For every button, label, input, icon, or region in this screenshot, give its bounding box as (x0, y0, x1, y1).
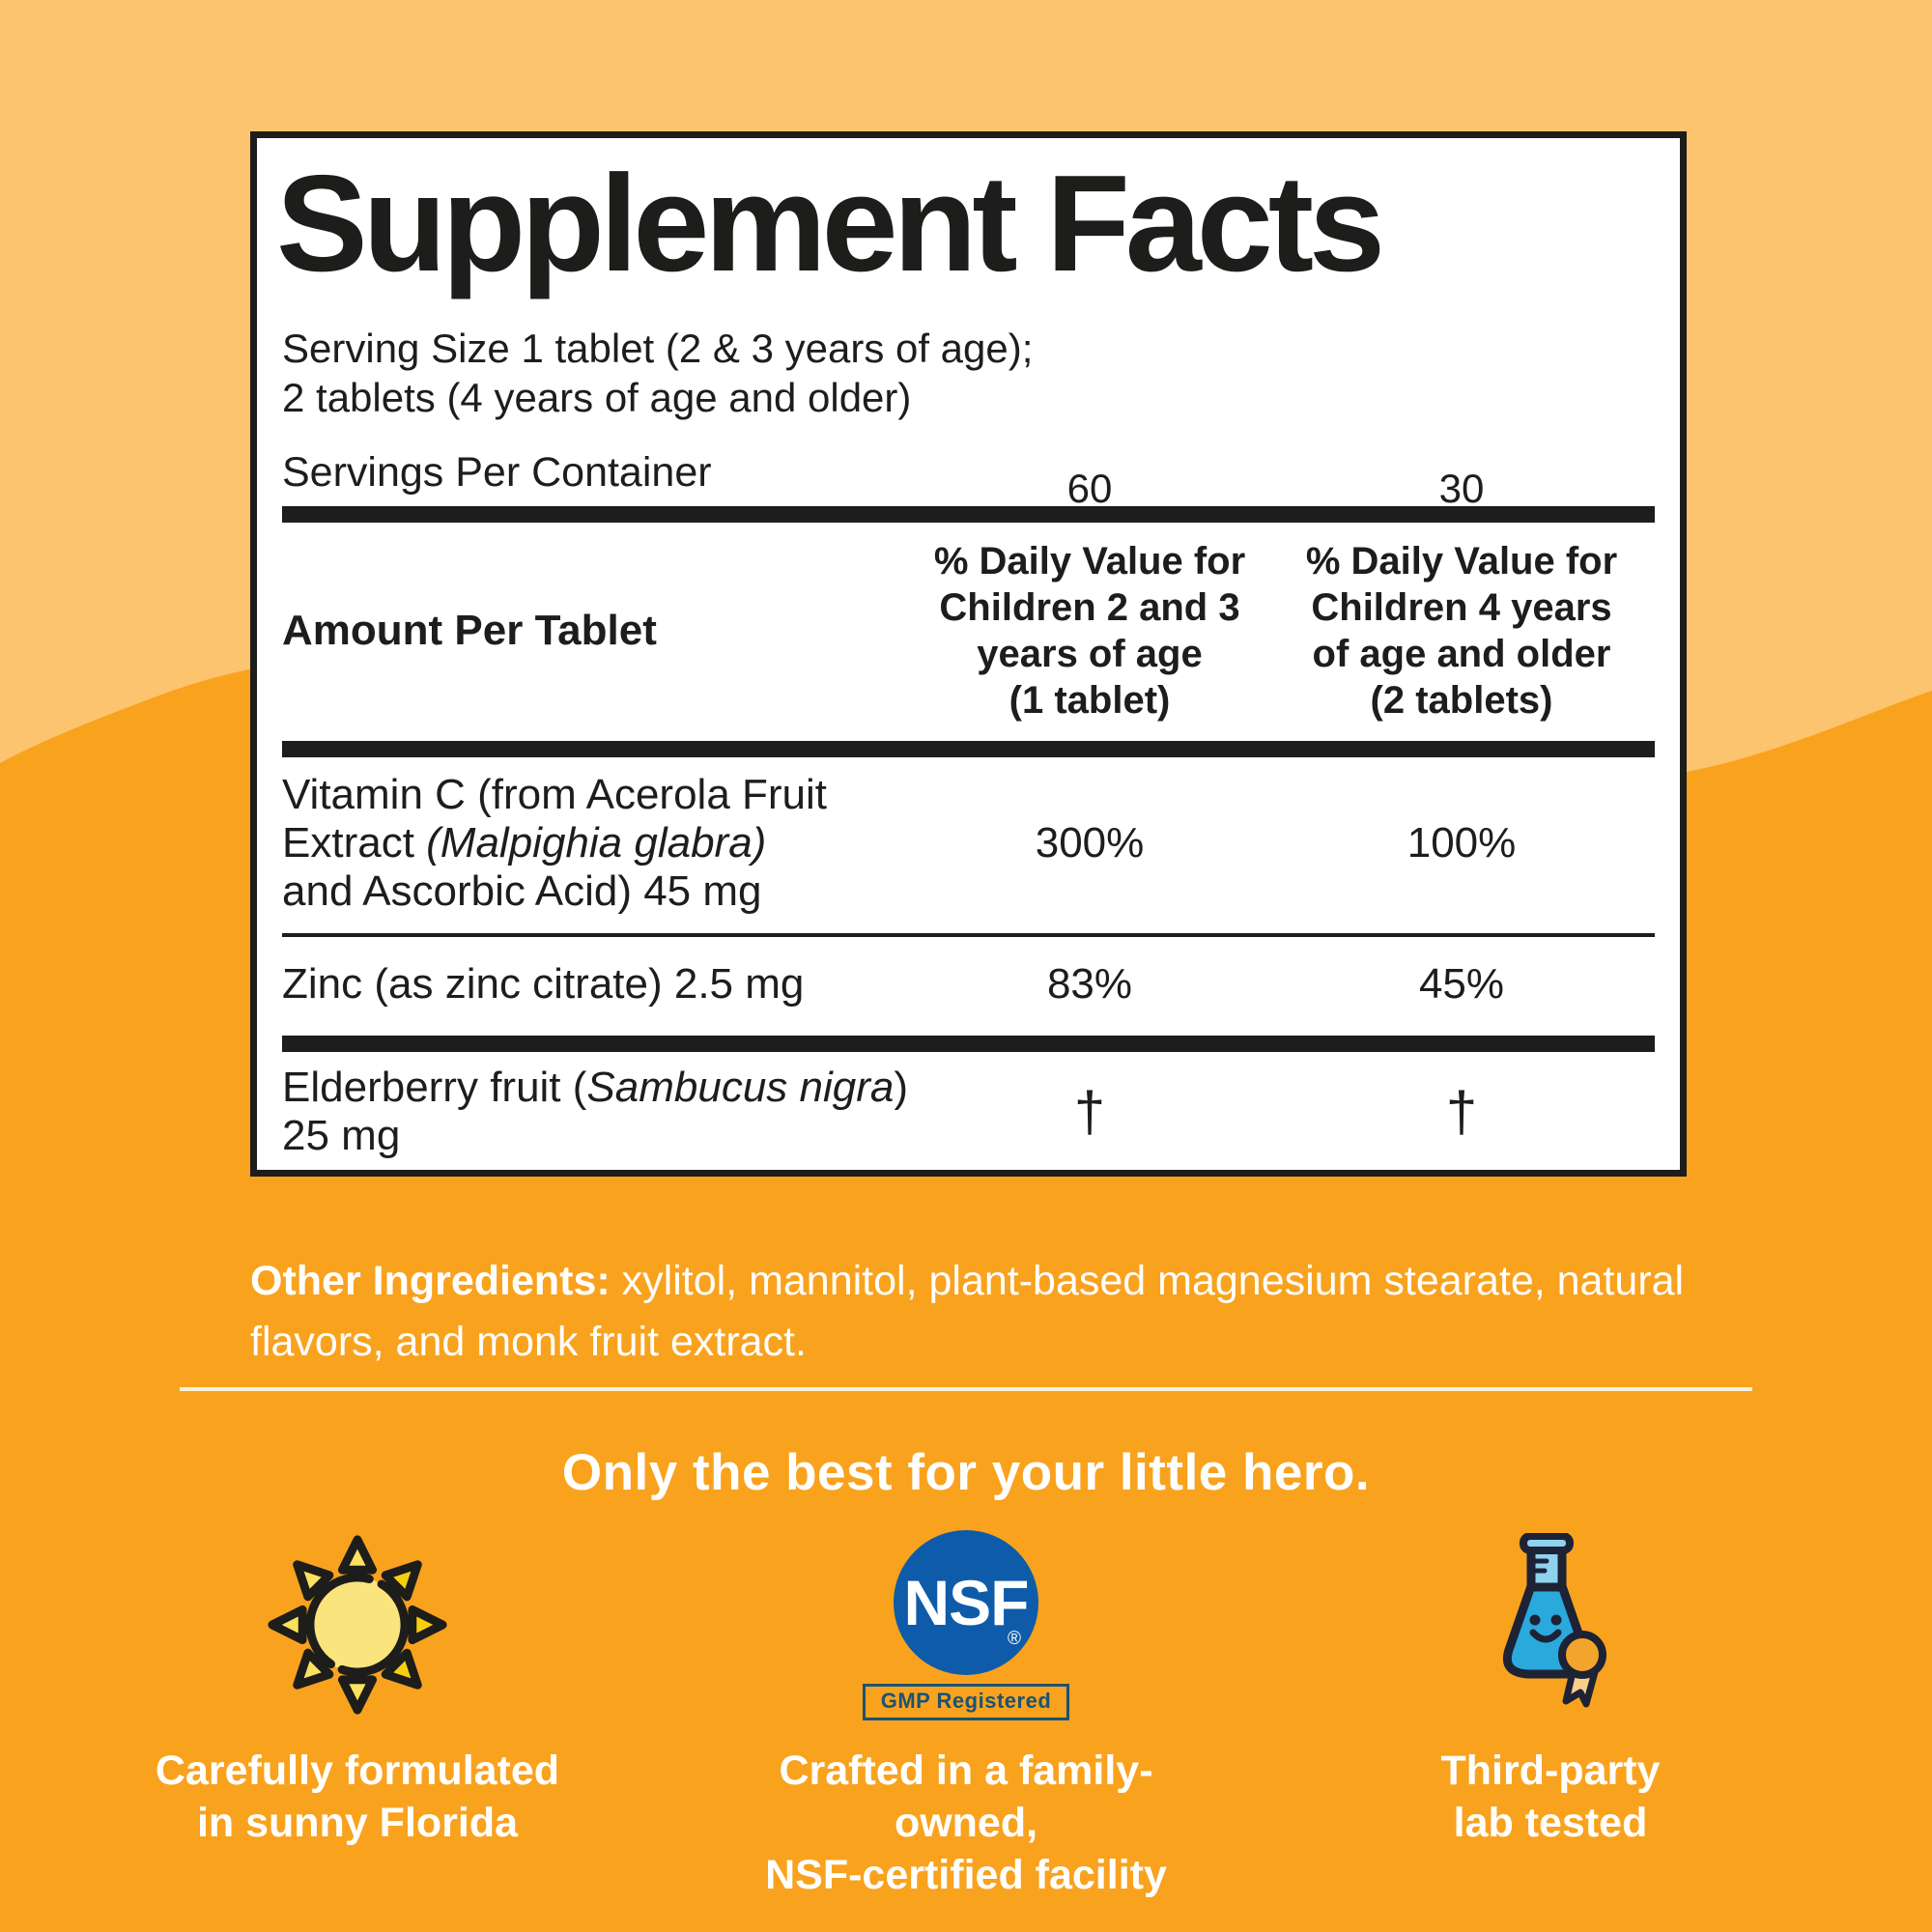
zinc-dv-children-2-3: 83% (1046, 960, 1133, 1008)
table-row-vitamin-c: Vitamin C (from Acerola Fruit Extract (M… (282, 757, 1655, 933)
panel-title: Supplement Facts (276, 147, 1385, 300)
registered-trademark-mark: ® (1007, 1628, 1021, 1649)
table-rule-thick (282, 741, 1655, 757)
zinc-name: Zinc (as zinc citrate) 2.5 mg (282, 960, 805, 1008)
other-ingredients-label: Other Ingredients: (250, 1258, 611, 1304)
other-ingredients-text: xylitol, mannitol, plant-based magnesium… (250, 1258, 1685, 1365)
badge-lab-tested: Third-party lab tested (1299, 1528, 1802, 1849)
table-row-zinc: Zinc (as zinc citrate) 2.5 mg 83% 45% (282, 937, 1655, 1036)
servings-count-children-4-plus: 30 (1438, 466, 1485, 511)
table-row-elderberry: Elderberry fruit (Sambucus nigra) 25 mg … (282, 1052, 1655, 1170)
daily-value-header-children-2-3: % Daily Value for Children 2 and 3 years… (933, 540, 1246, 722)
elderberry-dv-children-4-plus: † (1445, 1080, 1478, 1144)
serving-size-line1: Serving Size 1 tablet (2 & 3 years of ag… (282, 326, 1034, 371)
vitamin-c-dv-children-4-plus: 100% (1406, 819, 1517, 867)
lab-flask-icon (1502, 1533, 1606, 1708)
table-rule-thick (282, 506, 1655, 523)
nsf-logo-text: NSF (903, 1566, 1029, 1638)
vitamin-c-name: Vitamin C (from Acerola Fruit Extract (M… (282, 771, 828, 915)
badge-caption: Carefully formulated in sunny Florida (155, 1747, 560, 1846)
zinc-dv-children-4-plus: 45% (1418, 960, 1505, 1008)
tagline: Only the best for your little hero. (561, 1444, 1371, 1501)
badge-caption: Third-party lab tested (1440, 1747, 1661, 1846)
amount-per-tablet-header: Amount Per Tablet (282, 607, 657, 654)
sun-icon (268, 1535, 447, 1715)
elderberry-name: Elderberry fruit (Sambucus nigra) 25 mg (282, 1064, 909, 1159)
table-header-row: Amount Per Tablet % Daily Value for Chil… (282, 523, 1655, 741)
badge-nsf-facility: NSF ® GMP Registered Crafted in a family… (715, 1528, 1217, 1901)
nsf-gmp-mark: NSF ® GMP Registered (862, 1529, 1070, 1720)
servings-per-container-label: Servings Per Container (282, 449, 712, 496)
gmp-registered-badge: GMP Registered (862, 1683, 1070, 1720)
nsf-logo-icon: NSF ® (893, 1529, 1038, 1675)
section-divider-line (180, 1387, 1752, 1391)
table-rule-thick (282, 1176, 1655, 1177)
elderberry-dv-children-2-3: † (1073, 1080, 1106, 1144)
daily-value-header-children-4-plus: % Daily Value for Children 4 years of ag… (1305, 540, 1618, 722)
badge-caption: Crafted in a family-owned, NSF-certified… (765, 1747, 1167, 1898)
table-rule-thin (282, 933, 1655, 937)
table-rule-thick (282, 1036, 1655, 1052)
serving-size-line2: 2 tablets (4 years of age and older) (282, 375, 912, 420)
servings-per-container-row: Servings Per Container 60 30 (282, 449, 1655, 511)
vitamin-c-dv-children-2-3: 300% (1035, 819, 1145, 867)
servings-count-children-2-3: 60 (1066, 466, 1113, 511)
badge-formulated-florida: Carefully formulated in sunny Florida (106, 1528, 609, 1849)
supplement-facts-panel: Supplement Facts Serving Size 1 tablet (… (250, 131, 1687, 1177)
other-ingredients: Other Ingredients: xylitol, mannitol, pl… (250, 1251, 1728, 1373)
